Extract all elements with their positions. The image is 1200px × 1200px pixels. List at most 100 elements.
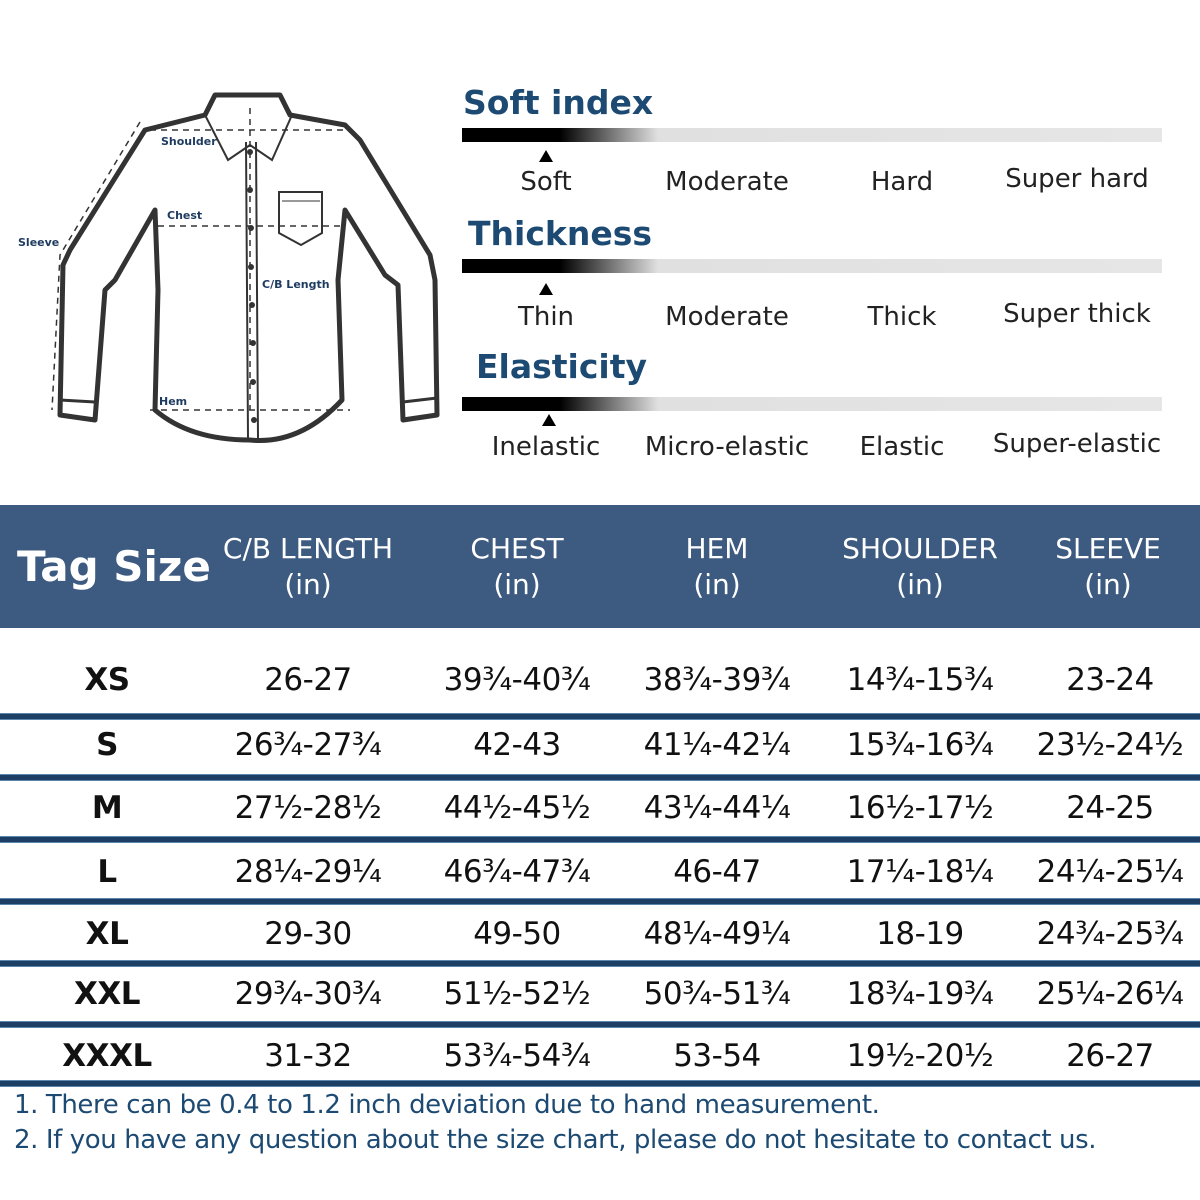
scale-option: Inelastic: [491, 432, 601, 462]
column-unit: (in): [493, 567, 541, 601]
row-divider: [0, 1021, 1200, 1028]
measurement-cell: 27½-28½: [234, 790, 382, 826]
scale-title: Soft index: [463, 83, 654, 122]
column-name: CHEST: [470, 531, 564, 565]
hem-label: Hem: [159, 395, 187, 408]
column-name: SLEEVE: [1055, 531, 1161, 565]
size-cell: XXL: [73, 976, 141, 1012]
scale-bar: [462, 259, 1162, 273]
scale-option: Hard: [870, 167, 934, 197]
scale-bar: [462, 128, 1162, 142]
measurement-cell: 24¾-25¾: [1036, 916, 1184, 952]
size-cell: L: [97, 854, 117, 890]
measurement-cell: 42-43: [473, 727, 561, 763]
scale-option: Micro-elastic: [644, 432, 810, 462]
shoulder-label: Shoulder: [161, 135, 217, 148]
measurement-cell: 46¾-47¾: [443, 854, 591, 890]
measurement-cell: 17¼-18¼: [846, 854, 994, 890]
scale-option: Elastic: [859, 432, 945, 462]
column-header-cb-length: C/B LENGTH (in): [223, 505, 393, 628]
scale-option: Thick: [867, 302, 937, 332]
scale-option: Moderate: [665, 167, 789, 197]
size-cell: M: [91, 790, 123, 826]
row-divider: [0, 960, 1200, 967]
measurement-cell: 24¼-25¼: [1036, 854, 1184, 890]
measurement-cell: 53-54: [673, 1038, 761, 1074]
size-table-header: Tag Size C/B LENGTH (in) CHEST (in) HEM (in…: [0, 505, 1200, 628]
measurement-cell: 18-19: [876, 916, 964, 952]
measurement-cell: 46-47: [673, 854, 761, 890]
measurement-cell: 44½-45½: [443, 790, 591, 826]
note-2: 2. If you have any question about the si…: [14, 1125, 1097, 1155]
measurement-cell: 49-50: [473, 916, 561, 952]
scale-option: Super hard: [1005, 164, 1149, 194]
measurement-cell: 28¼-29¼: [234, 854, 382, 890]
scale-bar: [462, 397, 1162, 411]
measurement-cell: 18¾-19¾: [846, 976, 994, 1012]
column-header-sleeve: SLEEVE (in): [1055, 505, 1161, 628]
table-row: XXL 29¾-30¾ 51½-52½ 50¾-51¾ 18¾-19¾ 25¼-26¼: [0, 963, 1200, 1025]
measurement-cell: 15¾-16¾: [846, 727, 994, 763]
measurement-cell: 48¼-49¼: [643, 916, 791, 952]
measurement-cell: 19½-20½: [846, 1038, 994, 1074]
column-unit: (in): [693, 567, 741, 601]
measurement-cell: 43¼-44¼: [643, 790, 791, 826]
column-name: HEM: [685, 531, 749, 565]
measurement-cell: 26-27: [1066, 1038, 1154, 1074]
row-divider: [0, 713, 1200, 720]
measurement-cell: 14¾-15¾: [846, 662, 994, 698]
measurement-cell: 26¾-27¾: [234, 727, 382, 763]
marker-triangle-icon: [539, 283, 553, 295]
size-cell: S: [96, 727, 118, 763]
measurement-cell: 53¾-54¾: [443, 1038, 591, 1074]
scale-option: Thin: [517, 302, 575, 332]
row-divider: [0, 774, 1200, 781]
measurement-cell: 38¾-39¾: [643, 662, 791, 698]
measurement-cell: 31-32: [264, 1038, 352, 1074]
measurement-cell: 29-30: [264, 916, 352, 952]
measurement-cell: 25¼-26¼: [1036, 976, 1184, 1012]
scale-option: Soft: [520, 167, 572, 197]
table-row: XXXL 31-32 53¾-54¾ 53-54 19½-20½ 26-27: [0, 1025, 1200, 1087]
measurement-cell: 23-24: [1066, 662, 1154, 698]
measurement-cell: 16½-17½: [846, 790, 994, 826]
scale-title: Elasticity: [476, 347, 648, 386]
measurement-cell: 26-27: [264, 662, 352, 698]
measurement-cell: 39¾-40¾: [443, 662, 591, 698]
table-row: M 27½-28½ 44½-45½ 43¼-44¼ 16½-17½ 24-25: [0, 777, 1200, 839]
size-cell: XS: [84, 662, 130, 698]
measurement-cell: 41¼-42¼: [643, 727, 791, 763]
tag-size-header: Tag Size: [17, 542, 211, 591]
sleeve-label: Sleeve: [18, 236, 59, 249]
column-unit: (in): [1084, 567, 1132, 601]
measurement-cell: 24-25: [1066, 790, 1154, 826]
row-divider: [0, 836, 1200, 843]
column-unit: (in): [284, 567, 332, 601]
shirt-measurement-diagram: Shoulder Chest Sleeve C/B Length Hem: [18, 92, 440, 443]
note-1: 1. There can be 0.4 to 1.2 inch deviatio…: [14, 1090, 880, 1120]
marker-triangle-icon: [539, 150, 553, 162]
column-name: C/B LENGTH: [222, 531, 394, 565]
marker-triangle-icon: [542, 414, 556, 426]
measurement-cell: 23½-24½: [1036, 727, 1184, 763]
column-header-chest: CHEST (in): [470, 505, 563, 628]
table-row: L 28¼-29¼ 46¾-47¾ 46-47 17¼-18¼ 24¼-25¼: [0, 841, 1200, 903]
measurement-cell: 51½-52½: [443, 976, 591, 1012]
size-cell: XXXL: [62, 1038, 152, 1074]
row-divider: [0, 898, 1200, 905]
scale-option: Super-elastic: [992, 429, 1162, 459]
scale-option: Super thick: [1003, 299, 1151, 329]
measurement-cell: 29¾-30¾: [234, 976, 382, 1012]
scale-title: Thickness: [468, 214, 652, 253]
size-cell: XL: [85, 916, 129, 952]
scale-option: Moderate: [665, 302, 789, 332]
column-name: SHOULDER: [842, 531, 998, 565]
measurement-cell: 50¾-51¾: [643, 976, 791, 1012]
table-row: S 26¾-27¾ 42-43 41¼-42¼ 15¾-16¾ 23½-24½: [0, 714, 1200, 776]
column-header-shoulder: SHOULDER (in): [842, 505, 998, 628]
column-unit: (in): [896, 567, 944, 601]
table-row: XL 29-30 49-50 48¼-49¼ 18-19 24¾-25¾: [0, 903, 1200, 965]
chest-label: Chest: [167, 209, 202, 222]
cb-length-label: C/B Length: [262, 278, 330, 291]
table-row: XS 26-27 39¾-40¾ 38¾-39¾ 14¾-15¾ 23-24: [0, 649, 1200, 711]
